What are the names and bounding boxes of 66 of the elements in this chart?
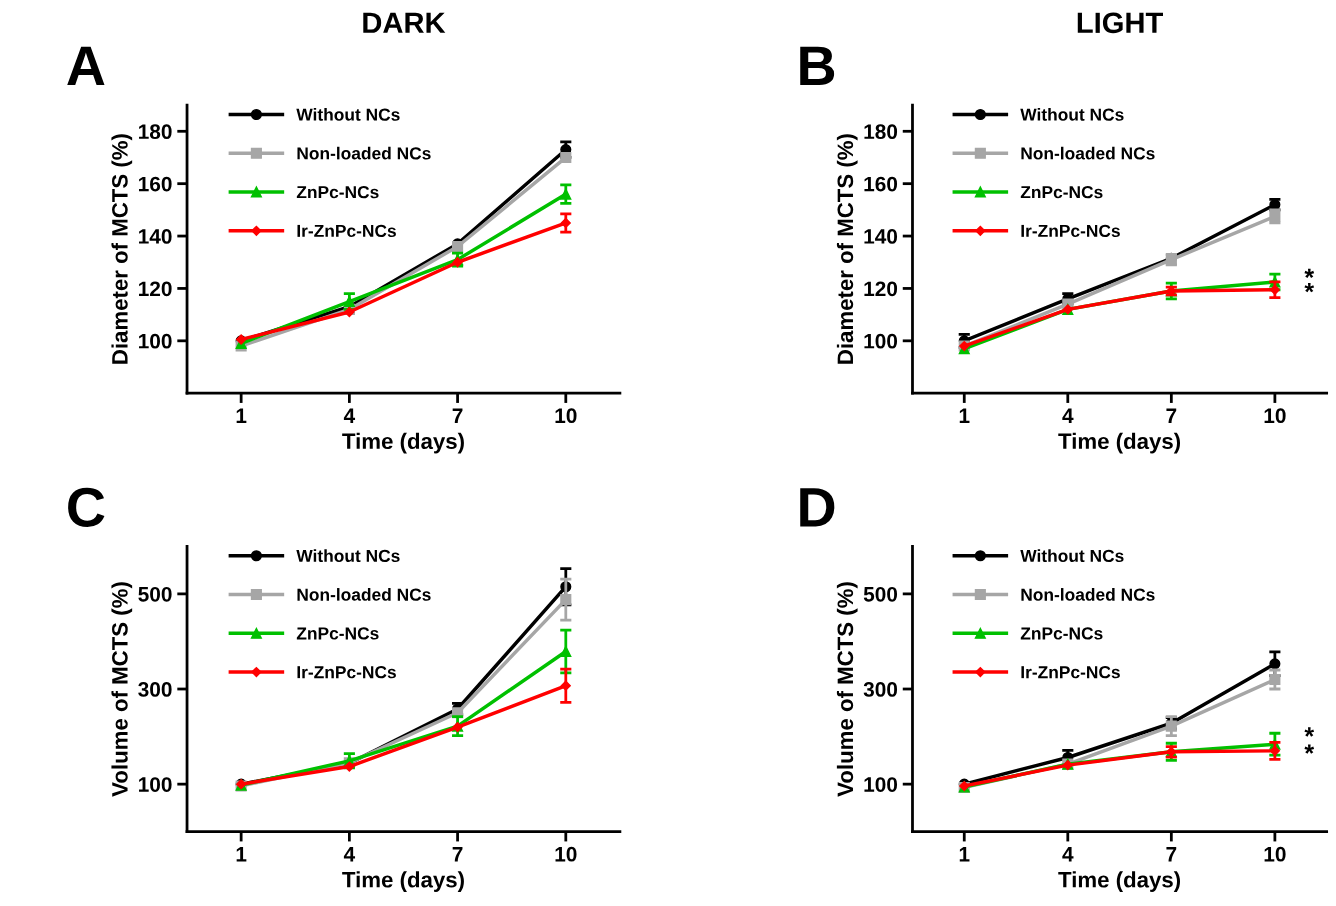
x-tick-label: 10 xyxy=(1264,846,1286,862)
legend-label: Ir-ZnPc-NCs xyxy=(297,224,396,238)
x-axis-title: Time (days) xyxy=(342,432,464,454)
y-axis-title: Volume of MCTS (%) xyxy=(111,582,133,797)
y-tick-label: 100 xyxy=(864,777,898,792)
legend-label: ZnPc-NCs xyxy=(296,627,379,640)
y-tick-label: 500 xyxy=(863,586,898,602)
y-tick-label: 500 xyxy=(138,586,172,602)
x-tick-label: 10 xyxy=(555,408,577,424)
legend-label: Without NCs xyxy=(296,108,400,121)
legend-label: Without NCs xyxy=(1020,549,1124,563)
x-tick-label: 1 xyxy=(959,408,970,423)
y-tick-label: 160 xyxy=(864,176,898,192)
legend-label: Non-loaded NCs xyxy=(1021,588,1155,601)
y-axis-title: Volume of MCTS (%) xyxy=(836,582,858,797)
legend-label: Without NCs xyxy=(1020,108,1124,121)
y-tick-label: 180 xyxy=(139,124,172,140)
y-tick-label: 300 xyxy=(863,682,898,697)
x-tick-label: 4 xyxy=(1062,847,1074,862)
x-tick-label: 10 xyxy=(1264,408,1286,424)
y-axis-title: Diameter of MCTS (%) xyxy=(836,134,858,364)
x-tick-label: 7 xyxy=(1166,408,1177,423)
annotation: * xyxy=(1304,727,1315,737)
text: C xyxy=(68,487,105,527)
annotation: * xyxy=(1304,268,1315,278)
x-tick-label: 4 xyxy=(1062,408,1074,423)
y-tick-label: 180 xyxy=(864,124,898,140)
legend-label: Non-loaded NCs xyxy=(1021,146,1155,160)
text: D xyxy=(800,488,835,527)
annotation: * xyxy=(1304,283,1315,293)
y-tick-label: 300 xyxy=(138,682,172,697)
legend-label: Ir-ZnPc-NCs xyxy=(1021,224,1120,238)
legend-label: Non-loaded NCs xyxy=(297,588,431,601)
y-tick-label: 100 xyxy=(139,333,172,349)
legend-label: ZnPc-NCs xyxy=(296,185,379,199)
legend-label: ZnPc-NCs xyxy=(1020,627,1103,640)
y-tick-label: 100 xyxy=(864,333,898,349)
x-tick-label: 4 xyxy=(343,847,356,862)
x-tick-label: 1 xyxy=(236,408,247,423)
x-tick-label: 7 xyxy=(452,408,463,423)
y-tick-label: 140 xyxy=(864,229,898,244)
y-axis-title: Diameter of MCTS (%) xyxy=(111,134,133,364)
x-tick-label: 1 xyxy=(959,847,970,862)
x-axis-title: Time (days) xyxy=(1058,432,1181,454)
legend-label: Ir-ZnPc-NCs xyxy=(1021,666,1120,679)
text: B xyxy=(800,46,835,85)
legend-label: Without NCs xyxy=(296,549,400,563)
x-tick-label: 7 xyxy=(452,847,463,862)
legend-label: Ir-ZnPc-NCs xyxy=(297,666,396,679)
y-tick-label: 120 xyxy=(864,281,898,297)
y-tick-label: 100 xyxy=(139,777,172,792)
x-tick-label: 1 xyxy=(236,847,247,862)
chart-title: DARK xyxy=(363,12,446,33)
annotation: * xyxy=(1304,744,1315,754)
y-tick-label: 140 xyxy=(139,229,172,244)
legend-label: ZnPc-NCs xyxy=(1020,185,1103,199)
y-tick-label: 120 xyxy=(139,281,172,297)
y-tick-label: 160 xyxy=(139,176,172,192)
chart-title: LIGHT xyxy=(1077,12,1163,34)
x-axis-title: Time (days) xyxy=(342,871,464,892)
x-tick-label: 7 xyxy=(1166,847,1177,862)
legend-label: Non-loaded NCs xyxy=(297,146,431,160)
x-axis-title: Time (days) xyxy=(1058,871,1181,892)
x-tick-label: 4 xyxy=(343,408,356,423)
x-tick-label: 10 xyxy=(555,846,577,862)
text: A xyxy=(67,46,105,85)
